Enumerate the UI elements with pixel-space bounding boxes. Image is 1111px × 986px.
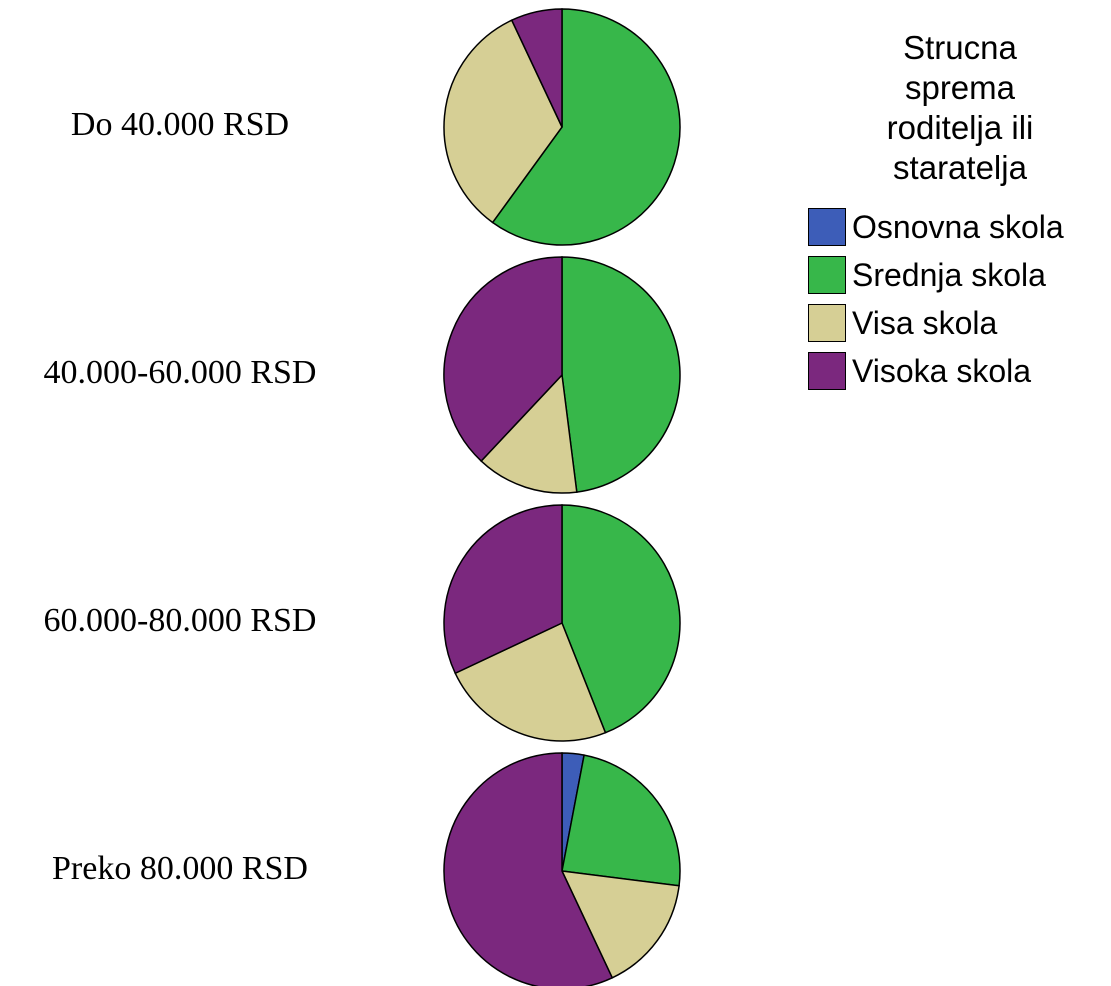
pie-slice — [561, 504, 681, 734]
row-label: Do 40.000 RSD — [71, 106, 289, 143]
legend-label: Osnovna skola — [852, 208, 1064, 245]
legend-label: Visa skola — [852, 304, 998, 341]
legend-swatch — [808, 304, 846, 342]
row-label: Preko 80.000 RSD — [52, 850, 308, 887]
legend-label: Visoka skola — [852, 352, 1032, 389]
pie-slice — [510, 8, 563, 128]
legend-label: Srednja skola — [852, 256, 1046, 293]
pie-slice — [561, 256, 681, 493]
pie-slice — [491, 8, 681, 246]
row-label: 40.000-60.000 RSD — [44, 354, 317, 391]
legend-entry: Visoka skola — [808, 352, 1108, 390]
pie-slice — [443, 19, 563, 224]
legend-entry: Visa skola — [808, 304, 1108, 342]
legend-title: Strucna sprema roditelja ili staratelja — [886, 29, 1034, 186]
row-label: 60.000-80.000 RSD — [44, 602, 317, 639]
legend-entry: Osnovna skola — [808, 208, 1108, 246]
legend-entries: Osnovna skola Srednja skola Visa skola Viso… — [808, 208, 1108, 390]
legend-entry: Srednja skola — [808, 256, 1108, 294]
legend-swatch — [808, 256, 846, 294]
pie-slice — [443, 504, 563, 675]
pie-slice — [443, 752, 614, 986]
pie-slice — [561, 754, 681, 887]
pie-slice — [454, 621, 607, 742]
legend: Strucna sprema roditelja ili staratelja … — [808, 28, 1108, 390]
pie-slice — [443, 256, 563, 463]
pie-slice — [480, 373, 578, 494]
pie-slice — [560, 870, 680, 979]
legend-swatch — [808, 352, 846, 390]
legend-swatch — [808, 208, 846, 246]
